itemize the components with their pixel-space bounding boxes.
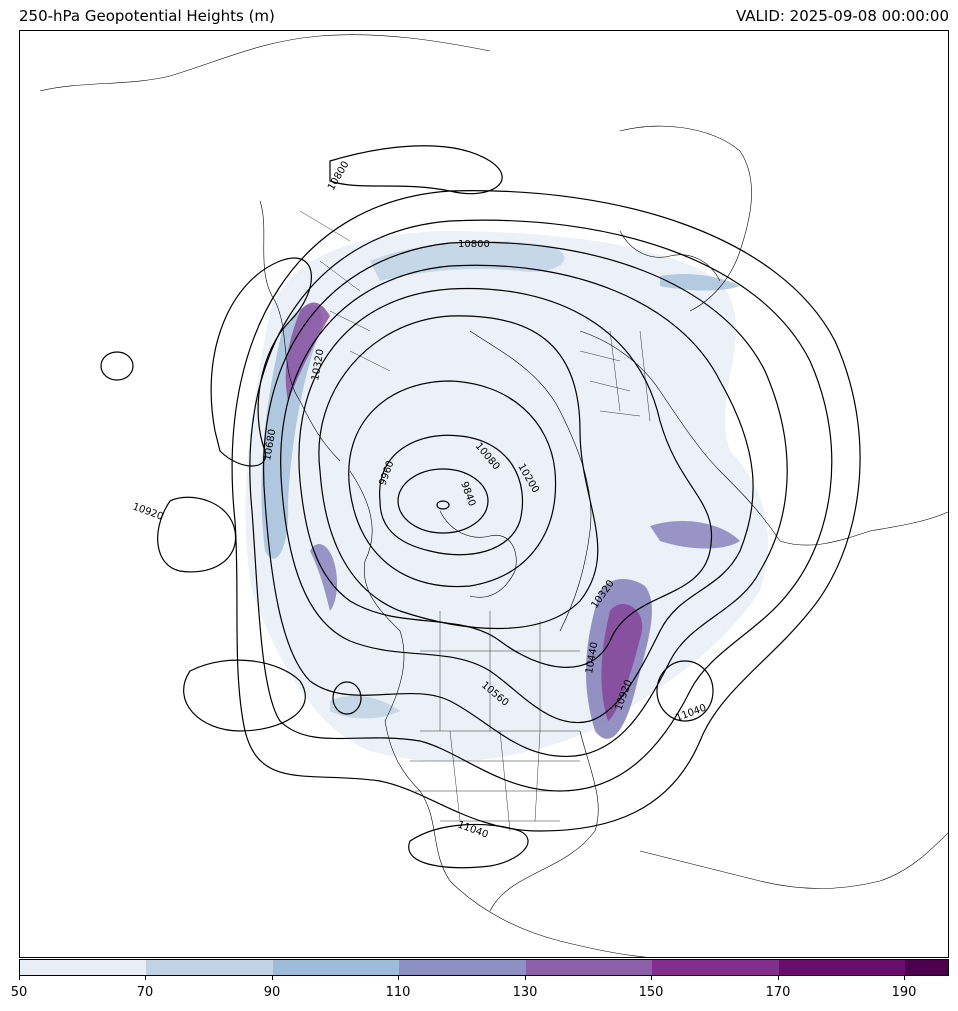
colorbar-tick-label: 110 [385, 985, 411, 1000]
contour-10920-ring [157, 496, 237, 573]
contour-11040-gulf [408, 823, 529, 869]
contour-10560 [263, 241, 788, 757]
colorbar-tick [778, 976, 779, 980]
coast-south-europe [779, 511, 948, 546]
contour-small-pacific [332, 681, 362, 715]
height-map: 10800 10680 10320 10920 10800 9840 9960 … [39, 34, 948, 957]
contour-label: 10320 [310, 348, 326, 381]
map-panel[interactable]: 10800 10680 10320 10920 10800 9840 9960 … [19, 30, 949, 958]
height-contours [100, 145, 861, 869]
colorbar-bin [399, 960, 526, 975]
shade-pacific-jet [310, 544, 338, 611]
contour-9840 [397, 468, 489, 534]
contour-label: 10440 [584, 641, 600, 674]
colorbar-tick [19, 976, 20, 980]
colorbar-tick [398, 976, 399, 980]
coast-gulf [489, 730, 599, 912]
colorbar-tick [904, 976, 905, 980]
contour-label: 10680 [262, 428, 278, 461]
contour-10680 [249, 219, 833, 792]
us-state-borders [410, 730, 580, 832]
colorbar-bin [273, 960, 399, 975]
colorbar-tick-label: 190 [891, 985, 917, 1000]
coast-greenland [439, 510, 517, 598]
contour-10320 [298, 287, 713, 668]
contour-10920-pacific [183, 659, 306, 732]
coast-north-asia [39, 34, 491, 92]
colorbar-tick-label: 50 [10, 985, 28, 1000]
canada-borders [420, 611, 580, 731]
shade-east-core [601, 603, 643, 721]
asia-borders [299, 210, 391, 372]
map-title: 250-hPa Geopotential Heights (m) [19, 7, 275, 25]
colorbar-tick-label: 90 [263, 985, 281, 1000]
colorbar-tick [651, 976, 652, 980]
colorbar [19, 959, 949, 976]
contour-label: 10920 [131, 501, 165, 522]
contour-9840-core [436, 500, 450, 510]
colorbar-tick-label: 170 [765, 985, 791, 1000]
coast-north-africa [619, 125, 752, 312]
shade-north-east [660, 274, 740, 291]
contour-label: 10800 [458, 239, 490, 250]
contour-10800-north [329, 145, 503, 195]
shade-west-jet [261, 304, 323, 559]
shade-south-west [330, 695, 400, 719]
colorbar-bin [146, 960, 273, 975]
europe-borders [579, 330, 651, 422]
valid-time: VALID: 2025-09-08 00:00:00 [735, 7, 949, 25]
contour-11040-atlantic [656, 660, 714, 722]
colorbar-tick-label: 70 [136, 985, 154, 1000]
colorbar-tick-label: 150 [638, 985, 664, 1000]
colorbar-tick [525, 976, 526, 980]
colorbar-tick-label: 130 [512, 985, 538, 1000]
contour-11040-small [100, 351, 134, 381]
contour-10440 [280, 264, 754, 724]
colorbar-bin [779, 960, 905, 975]
colorbar-tick [145, 976, 146, 980]
coast-europe [579, 330, 781, 542]
borders [299, 210, 651, 832]
colorbar-bin [526, 960, 652, 975]
coast-alaska [349, 470, 405, 722]
coast-caribbean [639, 832, 948, 889]
contour-10200 [318, 315, 599, 630]
coast-east-asia [259, 200, 341, 462]
wind-shading [245, 231, 769, 762]
contour-10920-west [210, 257, 312, 467]
colorbar-tick [272, 976, 273, 980]
colorbar-bin [652, 960, 779, 975]
colorbar-bin [905, 960, 948, 975]
contour-9960 [379, 434, 524, 556]
contour-10080 [348, 380, 557, 588]
coast-west-america [384, 720, 648, 957]
colorbar-bin [20, 960, 146, 975]
shade-atlantic-jet [650, 521, 740, 549]
